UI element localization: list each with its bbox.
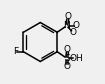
Text: O: O bbox=[70, 28, 77, 37]
Text: OH: OH bbox=[69, 54, 83, 63]
Text: N: N bbox=[64, 21, 70, 30]
Text: O: O bbox=[72, 21, 79, 30]
Text: O: O bbox=[64, 12, 71, 21]
Text: O: O bbox=[63, 62, 70, 71]
Text: S: S bbox=[64, 54, 70, 63]
Text: F: F bbox=[13, 47, 18, 56]
Text: O: O bbox=[64, 45, 71, 54]
